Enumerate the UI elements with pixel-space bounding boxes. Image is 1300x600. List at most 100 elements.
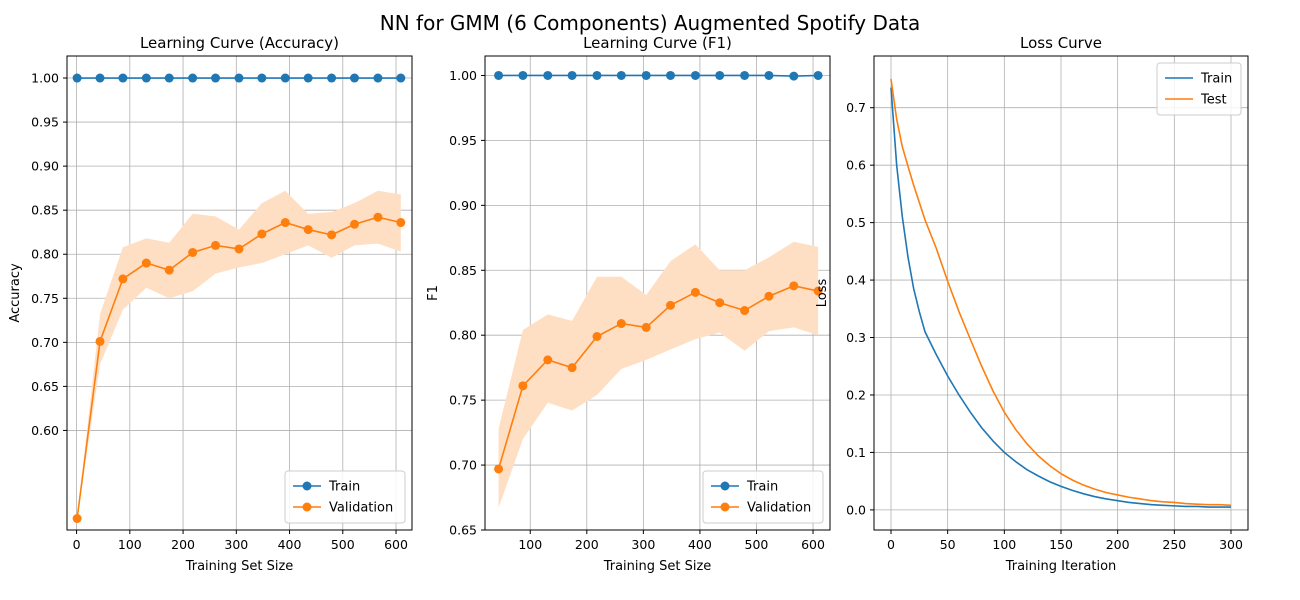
y-tick-label: 0.0 bbox=[846, 502, 866, 517]
data-point-train bbox=[813, 70, 823, 80]
data-point-train bbox=[211, 73, 221, 83]
data-point-validation bbox=[72, 514, 82, 524]
data-point-validation bbox=[188, 247, 198, 257]
x-tick-label: 500 bbox=[745, 537, 769, 552]
x-tick-label: 600 bbox=[384, 537, 408, 552]
y-tick-label: 0.80 bbox=[449, 328, 477, 343]
data-point-train bbox=[518, 70, 528, 80]
y-tick-label: 0.80 bbox=[31, 247, 59, 262]
legend-item-train: Train bbox=[293, 480, 360, 495]
data-point-validation bbox=[592, 332, 602, 342]
legend-label: Train bbox=[328, 480, 360, 495]
y-axis-label: F1 bbox=[426, 285, 441, 301]
y-tick-label: 0.75 bbox=[449, 393, 477, 408]
data-point-train bbox=[373, 73, 383, 83]
data-point-validation bbox=[211, 240, 221, 250]
x-tick-label: 300 bbox=[631, 537, 655, 552]
y-tick-label: 0.70 bbox=[449, 458, 477, 473]
data-point-train bbox=[327, 73, 337, 83]
x-tick-label: 100 bbox=[118, 537, 142, 552]
data-point-train bbox=[592, 70, 602, 80]
x-tick-label: 150 bbox=[1049, 537, 1073, 552]
y-tick-label: 0.2 bbox=[846, 387, 866, 402]
data-point-validation bbox=[257, 229, 267, 239]
x-tick-label: 200 bbox=[1106, 537, 1130, 552]
y-tick-label: 0.85 bbox=[449, 263, 477, 278]
chart-title: Learning Curve (Accuracy) bbox=[140, 34, 339, 52]
x-tick-label: 200 bbox=[171, 537, 195, 552]
data-point-train bbox=[666, 70, 676, 80]
data-point-validation bbox=[95, 336, 105, 346]
data-point-validation bbox=[616, 319, 626, 329]
validation-band bbox=[498, 241, 819, 508]
data-point-validation bbox=[518, 381, 528, 391]
data-point-validation bbox=[740, 306, 750, 316]
legend: Train Test bbox=[1156, 62, 1242, 116]
chart-title: Learning Curve (F1) bbox=[583, 34, 732, 52]
x-tick-label: 600 bbox=[801, 537, 825, 552]
data-point-validation bbox=[373, 212, 383, 222]
data-point-validation bbox=[164, 265, 174, 275]
data-point-train bbox=[641, 70, 651, 80]
data-point-train bbox=[72, 73, 82, 83]
data-point-train bbox=[350, 73, 359, 83]
legend-box bbox=[1156, 62, 1242, 116]
data-point-validation bbox=[641, 322, 651, 332]
x-tick-label: 400 bbox=[688, 537, 712, 552]
x-tick-label: 100 bbox=[992, 537, 1016, 552]
legend-item-test: Test bbox=[1165, 93, 1227, 108]
legend-label: Test bbox=[1200, 93, 1227, 108]
axes-frame bbox=[66, 55, 413, 531]
data-point-train bbox=[164, 73, 174, 83]
plot-area bbox=[494, 70, 823, 508]
x-axis-label: Training Set Size bbox=[603, 559, 712, 574]
x-tick-label: 50 bbox=[940, 537, 956, 552]
data-point-train bbox=[616, 70, 626, 80]
data-point-train bbox=[789, 71, 799, 81]
x-tick-label: 100 bbox=[518, 537, 542, 552]
y-tick-label: 0.1 bbox=[846, 445, 866, 460]
data-point-validation bbox=[543, 355, 553, 365]
legend-box bbox=[284, 470, 406, 524]
data-point-validation bbox=[715, 298, 725, 308]
data-point-train bbox=[234, 73, 244, 83]
data-point-validation bbox=[234, 244, 244, 254]
chart-panel-1: 0 100 200 300 400 500 600 0.60 0.65 0.70 0.75 0.80 0… bbox=[8, 34, 413, 574]
y-tick-label: 0.60 bbox=[31, 423, 59, 438]
y-axis-label: Accuracy bbox=[8, 263, 23, 323]
y-tick-label: 0.90 bbox=[449, 198, 477, 213]
y-tick-label: 0.90 bbox=[31, 159, 59, 174]
data-point-validation bbox=[666, 300, 676, 310]
series-line-train bbox=[890, 87, 1231, 508]
legend-label: Validation bbox=[747, 501, 811, 516]
y-tick-label: 0.75 bbox=[31, 291, 59, 306]
data-point-train bbox=[396, 73, 406, 83]
data-point-train bbox=[141, 73, 151, 83]
y-tick-label: 0.85 bbox=[31, 203, 59, 218]
y-tick-label: 0.6 bbox=[846, 158, 866, 173]
figure-title: NN for GMM (6 Components) Augmented Spot… bbox=[380, 11, 920, 35]
y-tick-label: 0.65 bbox=[449, 523, 477, 538]
y-tick-label: 0.95 bbox=[31, 115, 59, 130]
y-tick-label: 0.4 bbox=[846, 273, 866, 288]
data-point-validation bbox=[396, 218, 406, 228]
series-line-test bbox=[890, 78, 1232, 507]
axes-frame bbox=[484, 55, 831, 531]
legend-item-train: Train bbox=[1165, 72, 1232, 87]
legend-swatch-marker bbox=[302, 502, 312, 512]
data-point-train bbox=[740, 70, 750, 80]
data-point-validation bbox=[764, 291, 774, 301]
x-tick-label: 250 bbox=[1162, 537, 1186, 552]
validation-band bbox=[77, 190, 401, 519]
data-point-train bbox=[303, 73, 313, 83]
data-point-validation bbox=[789, 281, 799, 291]
chart-panel-2: 100 200 300 400 500 600 0.65 0.70 0.75 0.80 0.85 0.… bbox=[426, 34, 831, 574]
chart-title: Loss Curve bbox=[1020, 34, 1102, 52]
x-tick-label: 300 bbox=[1219, 537, 1243, 552]
data-point-validation bbox=[494, 464, 504, 474]
data-point-validation bbox=[813, 286, 823, 296]
data-point-validation bbox=[303, 225, 313, 235]
data-point-train bbox=[690, 70, 700, 80]
legend-box bbox=[702, 470, 824, 524]
